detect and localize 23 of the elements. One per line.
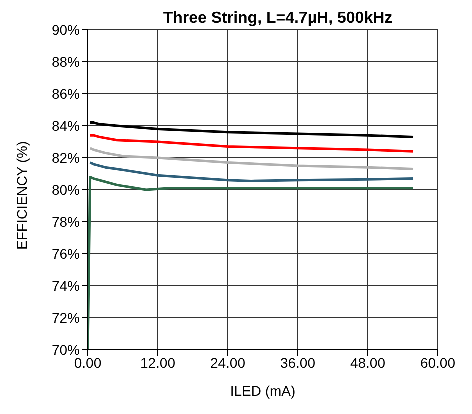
line-series — [89, 147, 415, 170]
y-tick-label: 76% — [52, 246, 80, 262]
line-series — [89, 134, 415, 153]
line-series — [89, 122, 415, 138]
y-tick-label: 78% — [52, 214, 80, 230]
y-tick-label: 74% — [52, 278, 80, 294]
x-tick-label: 24.00 — [210, 354, 246, 371]
chart-title: Three String, L=4.7µH, 500kHz — [162, 10, 394, 28]
line-series — [88, 176, 415, 350]
y-tick-label: 86% — [52, 86, 80, 102]
y-tick-label: 82% — [52, 150, 80, 166]
y-tick-label: 90% — [52, 22, 80, 38]
x-axis-title: ILED (mA) — [230, 383, 296, 399]
line-series — [89, 162, 415, 182]
x-tick-label: 12.00 — [140, 354, 176, 371]
y-tick-label: 84% — [52, 118, 80, 134]
y-axis-title: EFFICIENCY (%) — [14, 141, 30, 250]
x-tick-label: 36.00 — [280, 354, 316, 371]
y-tick-label: 72% — [52, 310, 80, 326]
y-tick-label: 80% — [52, 182, 80, 198]
x-tick-label: 60.00 — [420, 354, 456, 371]
x-tick-label: 48.00 — [350, 354, 386, 371]
y-tick-label: 88% — [52, 54, 80, 70]
